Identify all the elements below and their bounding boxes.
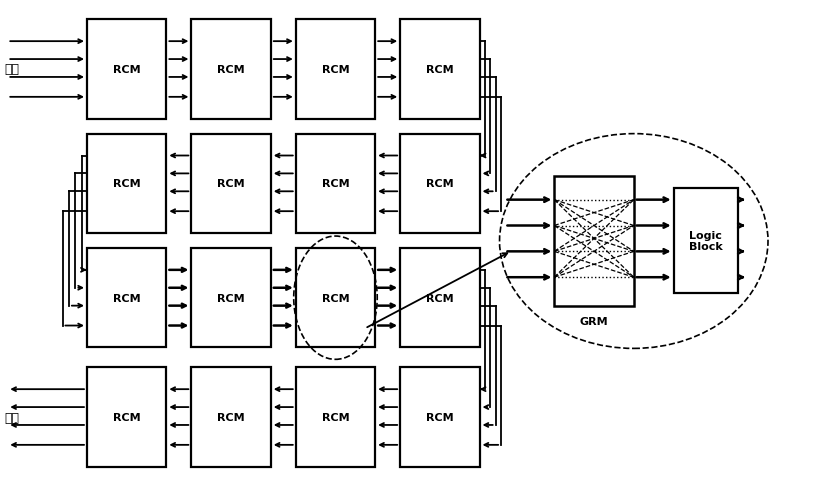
Text: RCM: RCM [113, 412, 140, 422]
Bar [87, 134, 166, 234]
Text: RCM: RCM [426, 65, 454, 75]
Bar [87, 367, 166, 467]
Text: RCM: RCM [217, 293, 245, 303]
Bar [555, 177, 633, 306]
Bar [400, 367, 480, 467]
Bar [87, 248, 166, 347]
Ellipse shape [499, 134, 768, 349]
Text: RCM: RCM [113, 179, 140, 189]
Bar [191, 248, 271, 347]
Text: RCM: RCM [321, 412, 349, 422]
Bar [295, 367, 375, 467]
Bar [191, 134, 271, 234]
Text: 输出: 输出 [4, 411, 19, 424]
Text: RCM: RCM [113, 65, 140, 75]
Bar [191, 367, 271, 467]
Bar [400, 248, 480, 347]
Bar [295, 20, 375, 120]
Text: GRM: GRM [580, 316, 608, 326]
Text: RCM: RCM [321, 293, 349, 303]
Text: RCM: RCM [217, 179, 245, 189]
Bar [400, 20, 480, 120]
Text: RCM: RCM [426, 412, 454, 422]
Text: RCM: RCM [321, 179, 349, 189]
Bar [400, 134, 480, 234]
Text: RCM: RCM [321, 65, 349, 75]
Text: RCM: RCM [217, 65, 245, 75]
Text: RCM: RCM [113, 293, 140, 303]
Text: RCM: RCM [426, 293, 454, 303]
Text: 输入: 输入 [4, 63, 19, 76]
Text: Logic
Block: Logic Block [689, 230, 722, 252]
Text: RCM: RCM [426, 179, 454, 189]
Bar [674, 189, 738, 293]
Bar [295, 248, 375, 347]
Bar [191, 20, 271, 120]
Bar [295, 134, 375, 234]
Text: RCM: RCM [217, 412, 245, 422]
Bar [87, 20, 166, 120]
